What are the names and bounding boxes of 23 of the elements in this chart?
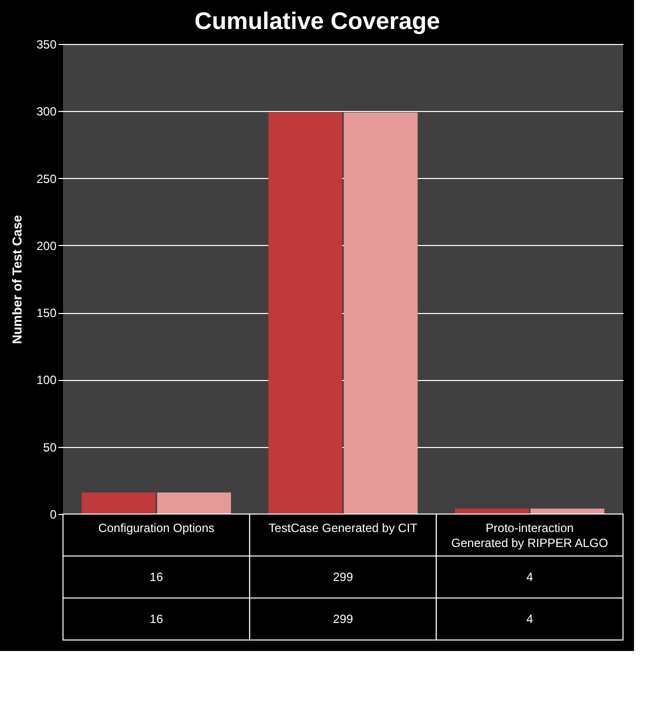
y-tick-label: 250 — [36, 172, 57, 186]
y-tick-label: 300 — [36, 104, 57, 119]
y-tick-label: 350 — [36, 38, 57, 52]
chart-title: Cumulative Coverage — [194, 8, 440, 35]
bar — [82, 492, 156, 514]
data-label: 299 — [332, 570, 354, 584]
x-tick-label: Proto-interaction Generated by RIPPER ALGO — [451, 521, 608, 550]
x-tick-label: TestCase Generated by CIT — [268, 521, 418, 535]
data-label: 4 — [526, 612, 534, 626]
y-tick-label: 100 — [36, 373, 57, 388]
data-label: 299 — [332, 612, 354, 626]
bar — [157, 492, 231, 514]
bar — [530, 508, 604, 514]
data-label: 16 — [150, 570, 164, 584]
bar — [455, 508, 529, 514]
y-tick-label: 0 — [50, 508, 57, 522]
data-label: 16 — [150, 612, 164, 626]
x-tick-label: Configuration Options — [98, 521, 214, 535]
y-tick-label: 50 — [43, 440, 57, 454]
y-tick-label: 200 — [36, 238, 57, 253]
data-label: 4 — [526, 570, 534, 584]
y-axis-title: Number of Test Case — [9, 214, 24, 344]
y-tick-label: 150 — [36, 306, 57, 320]
